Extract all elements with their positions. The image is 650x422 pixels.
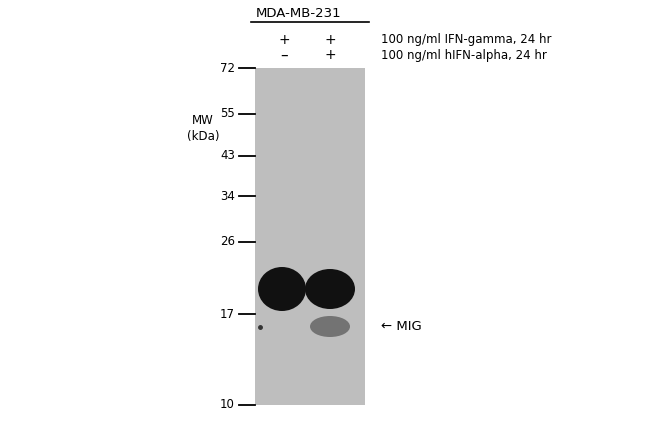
Text: ← MIG: ← MIG bbox=[381, 320, 422, 333]
Text: +: + bbox=[324, 48, 336, 62]
Text: 55: 55 bbox=[220, 108, 235, 120]
Text: 43: 43 bbox=[220, 149, 235, 162]
Text: 100 ng/ml hIFN-alpha, 24 hr: 100 ng/ml hIFN-alpha, 24 hr bbox=[381, 49, 547, 62]
Text: +: + bbox=[324, 33, 336, 47]
Text: 72: 72 bbox=[220, 62, 235, 75]
Text: +: + bbox=[278, 33, 290, 47]
Ellipse shape bbox=[258, 267, 306, 311]
Text: 26: 26 bbox=[220, 235, 235, 249]
Text: –: – bbox=[280, 48, 288, 62]
Ellipse shape bbox=[305, 269, 355, 309]
Bar bbox=[255, 68, 365, 405]
Text: MW
(kDa): MW (kDa) bbox=[187, 114, 219, 143]
Text: 100 ng/ml IFN-gamma, 24 hr: 100 ng/ml IFN-gamma, 24 hr bbox=[381, 33, 551, 46]
Text: 10: 10 bbox=[220, 398, 235, 411]
Text: 17: 17 bbox=[220, 308, 235, 321]
Text: MDA-MB-231: MDA-MB-231 bbox=[256, 7, 342, 20]
Ellipse shape bbox=[310, 316, 350, 337]
Text: 34: 34 bbox=[220, 189, 235, 203]
